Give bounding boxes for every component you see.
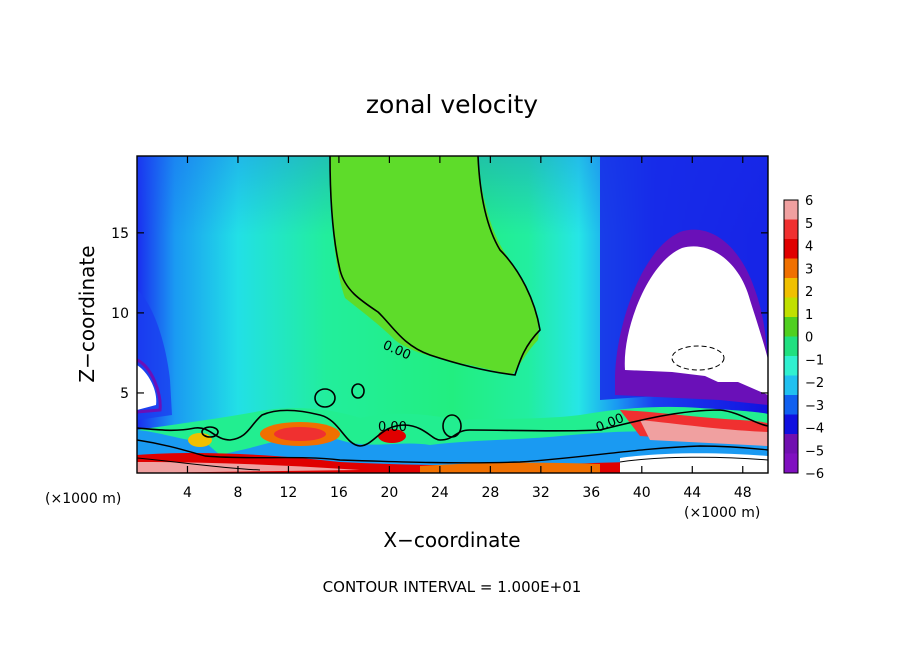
colorbar-swatch xyxy=(784,453,798,473)
x-tick-label: 16 xyxy=(330,485,348,501)
x-tick-label: 36 xyxy=(582,485,600,501)
colorbar-swatch xyxy=(784,375,798,395)
colorbar-label: 1 xyxy=(805,308,813,323)
colorbar-label: −5 xyxy=(805,444,824,459)
x-axis-label: X−coordinate xyxy=(383,528,520,552)
x-tick-label: 40 xyxy=(633,485,651,501)
heatmap-field xyxy=(137,156,768,473)
x-tick-label: 32 xyxy=(532,485,550,501)
colorbar-label: −1 xyxy=(805,353,824,368)
colorbar-swatch xyxy=(784,239,798,259)
x-unit-right: (×1000 m) xyxy=(684,505,760,521)
colorbar-label: 4 xyxy=(805,240,813,255)
colorbar-swatch xyxy=(784,317,798,337)
colorbar-frame xyxy=(783,199,799,474)
colorbar-swatch xyxy=(784,200,798,220)
colorbar-label: 3 xyxy=(805,262,813,277)
colorbar-swatch xyxy=(784,297,798,317)
y-axis-ticks: 5 10 15 xyxy=(111,226,768,402)
colorbar-label: −6 xyxy=(805,467,824,482)
colorbar-swatch xyxy=(784,356,798,376)
x-tick-label: 4 xyxy=(183,485,192,501)
colorbar-label: −4 xyxy=(805,422,824,437)
colorbar-swatch xyxy=(784,278,798,298)
x-tick-label: 28 xyxy=(481,485,499,501)
colorbar-swatch xyxy=(784,414,798,434)
colorbar-swatch xyxy=(784,434,798,454)
colorbar-swatch xyxy=(784,336,798,356)
y-tick-label: 15 xyxy=(111,226,129,242)
colorbar-label: −3 xyxy=(805,399,824,414)
x-tick-label: 12 xyxy=(280,485,298,501)
x-tick-label: 24 xyxy=(431,485,449,501)
colorbar-swatch xyxy=(784,395,798,415)
x-tick-label: 20 xyxy=(380,485,398,501)
contour-interval-note: CONTOUR INTERVAL = 1.000E+01 xyxy=(323,578,582,596)
x-tick-label: 48 xyxy=(734,485,752,501)
colorbar-label: 0 xyxy=(805,331,813,346)
y-axis-label: Z−coordinate xyxy=(75,245,99,382)
y-tick-label: 10 xyxy=(111,306,129,322)
colorbar: 6 5 4 3 2 1 0 −1 −2 −3 −4 −5 −6 xyxy=(783,194,824,482)
colorbar-swatch xyxy=(784,258,798,278)
plot-frame xyxy=(136,155,769,474)
x-tick-label: 8 xyxy=(233,485,242,501)
chart-title: zonal velocity xyxy=(366,90,538,119)
colorbar-label: 5 xyxy=(805,217,813,232)
x-axis-ticks: 4 8 12 16 20 24 28 32 36 40 44 48 xyxy=(183,156,752,501)
x-tick-label: 44 xyxy=(683,485,701,501)
colorbar-label: 2 xyxy=(805,285,813,300)
colorbar-label: 6 xyxy=(805,194,813,209)
colorbar-swatch xyxy=(784,219,798,239)
y-tick-label: 5 xyxy=(120,386,129,402)
colorbar-label: −2 xyxy=(805,376,824,391)
x-unit-left: (×1000 m) xyxy=(45,491,121,507)
contour-label: 0.00 xyxy=(378,420,407,435)
